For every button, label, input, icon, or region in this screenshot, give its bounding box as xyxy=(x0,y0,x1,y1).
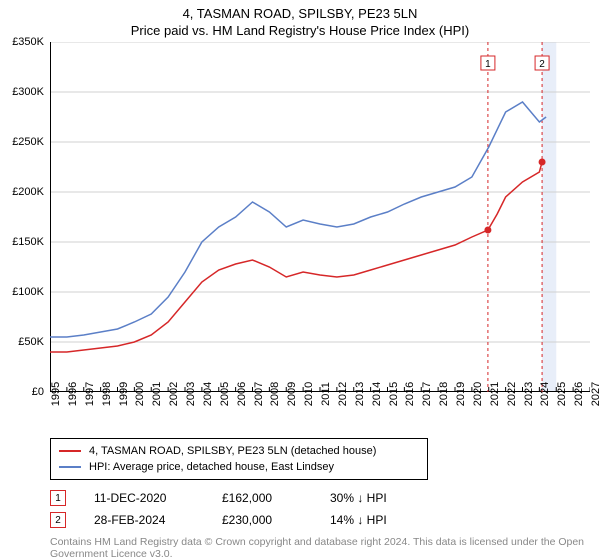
title-address: 4, TASMAN ROAD, SPILSBY, PE23 5LN xyxy=(0,6,600,21)
x-tick-label: 2012 xyxy=(337,382,349,406)
x-tick-label: 2023 xyxy=(523,382,535,406)
event-price: £230,000 xyxy=(222,513,302,527)
event-price: £162,000 xyxy=(222,491,302,505)
y-tick-label: £100K xyxy=(12,286,44,298)
x-tick-label: 2022 xyxy=(506,382,518,406)
x-tick-label: 2021 xyxy=(489,382,501,406)
x-tick-label: 2002 xyxy=(168,382,180,406)
event-date: 11-DEC-2020 xyxy=(94,491,194,505)
event-number-box: 2 xyxy=(50,512,66,528)
x-tick-label: 2009 xyxy=(286,382,298,406)
x-tick-label: 2027 xyxy=(590,382,600,406)
svg-text:1: 1 xyxy=(485,59,491,70)
x-tick-label: 2017 xyxy=(421,382,433,406)
x-tick-label: 2006 xyxy=(236,382,248,406)
event-number-box: 1 xyxy=(50,490,66,506)
legend-item: HPI: Average price, detached house, East… xyxy=(59,459,419,475)
x-tick-label: 2020 xyxy=(472,382,484,406)
event-date: 28-FEB-2024 xyxy=(94,513,194,527)
x-tick-label: 1999 xyxy=(118,382,130,406)
x-tick-label: 2014 xyxy=(371,382,383,406)
event-delta: 30% ↓ HPI xyxy=(330,491,387,505)
chart-container: 4, TASMAN ROAD, SPILSBY, PE23 5LN Price … xyxy=(0,0,600,560)
legend: 4, TASMAN ROAD, SPILSBY, PE23 5LN (detac… xyxy=(50,438,428,480)
x-tick-label: 1996 xyxy=(67,382,79,406)
y-tick-label: £300K xyxy=(12,86,44,98)
x-tick-label: 2008 xyxy=(269,382,281,406)
x-tick-label: 2016 xyxy=(404,382,416,406)
plot-area: 12 £0£50K£100K£150K£200K£250K£300K£350K xyxy=(50,42,590,392)
event-delta: 14% ↓ HPI xyxy=(330,513,387,527)
legend-swatch xyxy=(59,450,81,452)
x-tick-label: 1995 xyxy=(50,382,62,406)
x-tick-label: 2018 xyxy=(438,382,450,406)
x-tick-label: 2013 xyxy=(354,382,366,406)
legend-item: 4, TASMAN ROAD, SPILSBY, PE23 5LN (detac… xyxy=(59,443,419,459)
svg-text:2: 2 xyxy=(539,59,545,70)
x-tick-label: 2025 xyxy=(556,382,568,406)
x-tick-label: 2010 xyxy=(303,382,315,406)
x-tick-label: 2003 xyxy=(185,382,197,406)
x-tick-label: 2004 xyxy=(202,382,214,406)
x-tick-label: 2000 xyxy=(134,382,146,406)
legend-label: 4, TASMAN ROAD, SPILSBY, PE23 5LN (detac… xyxy=(89,445,376,457)
x-tick-label: 2015 xyxy=(388,382,400,406)
x-tick-label: 2007 xyxy=(253,382,265,406)
y-tick-label: £0 xyxy=(32,386,44,398)
x-tick-label: 2001 xyxy=(151,382,163,406)
title-subtitle: Price paid vs. HM Land Registry's House … xyxy=(0,23,600,38)
y-tick-label: £250K xyxy=(12,136,44,148)
legend-label: HPI: Average price, detached house, East… xyxy=(89,461,334,473)
x-axis-labels: 1995199619971998199920002001200220032004… xyxy=(50,392,590,432)
event-row: 1 11-DEC-2020 £162,000 30% ↓ HPI xyxy=(50,490,600,506)
x-tick-label: 2005 xyxy=(219,382,231,406)
y-tick-label: £150K xyxy=(12,236,44,248)
x-tick-label: 2026 xyxy=(573,382,585,406)
titles: 4, TASMAN ROAD, SPILSBY, PE23 5LN Price … xyxy=(0,0,600,38)
event-table: 1 11-DEC-2020 £162,000 30% ↓ HPI 2 28-FEB-202… xyxy=(50,490,600,528)
legend-swatch xyxy=(59,466,81,468)
x-tick-label: 2019 xyxy=(455,382,467,406)
y-tick-label: £200K xyxy=(12,186,44,198)
x-tick-label: 2011 xyxy=(320,382,332,406)
y-tick-label: £350K xyxy=(12,36,44,48)
x-tick-label: 2024 xyxy=(539,382,551,406)
x-tick-label: 1998 xyxy=(101,382,113,406)
footer-attribution: Contains HM Land Registry data © Crown c… xyxy=(50,536,600,560)
y-tick-label: £50K xyxy=(18,336,44,348)
x-tick-label: 1997 xyxy=(84,382,96,406)
line-chart: 12 xyxy=(50,42,590,392)
event-row: 2 28-FEB-2024 £230,000 14% ↓ HPI xyxy=(50,512,600,528)
